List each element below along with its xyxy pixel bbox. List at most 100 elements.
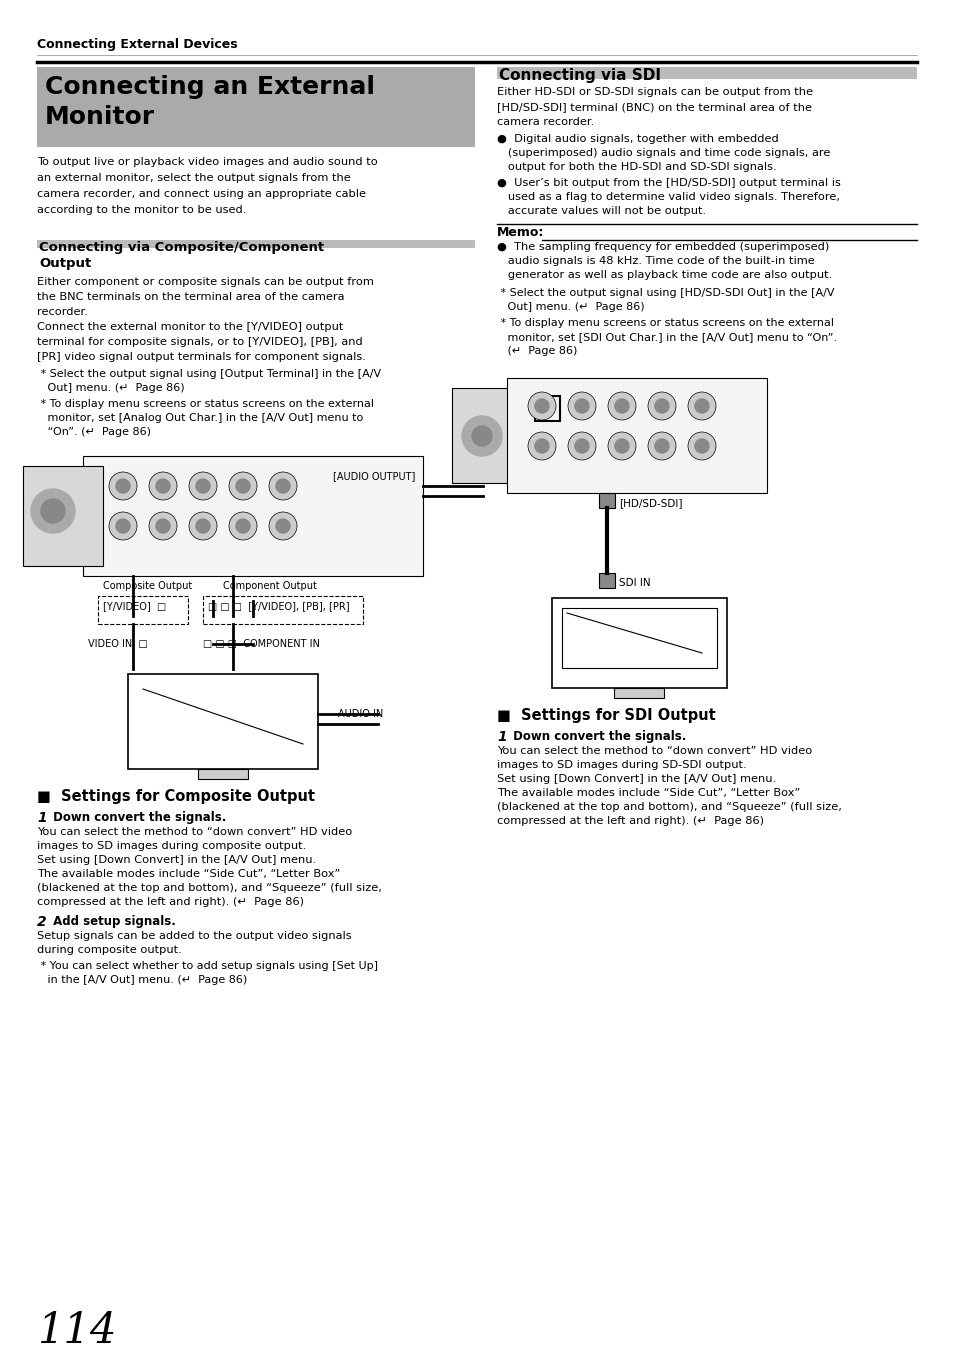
Circle shape [116, 479, 130, 493]
Circle shape [189, 512, 216, 540]
Circle shape [30, 489, 75, 533]
Bar [23, 466, 103, 566]
Text: 2: 2 [37, 915, 47, 929]
Text: Add setup signals.: Add setup signals. [49, 915, 175, 927]
Text: □ □ □  COMPONENT IN: □ □ □ COMPONENT IN [203, 639, 319, 649]
Text: the BNC terminals on the terminal area of the camera: the BNC terminals on the terminal area o… [37, 292, 344, 302]
Bar [561, 608, 717, 668]
Circle shape [615, 439, 628, 454]
Circle shape [472, 427, 492, 446]
Bar [452, 387, 526, 483]
Text: monitor, set [SDI Out Char.] in the [A/V Out] menu to “On”.: monitor, set [SDI Out Char.] in the [A/V… [497, 332, 836, 342]
Bar [535, 396, 559, 421]
Text: Component Output: Component Output [223, 580, 316, 591]
Circle shape [527, 392, 556, 420]
Circle shape [461, 416, 501, 456]
Circle shape [195, 479, 210, 493]
Circle shape [687, 392, 716, 420]
Text: in the [A/V Out] menu. (↵  Page 86): in the [A/V Out] menu. (↵ Page 86) [37, 975, 247, 985]
Bar [598, 493, 615, 508]
Text: ●  User’s bit output from the [HD/SD-SDI] output terminal is: ● User’s bit output from the [HD/SD-SDI]… [497, 178, 840, 188]
Circle shape [41, 500, 65, 522]
Circle shape [607, 432, 636, 460]
Text: images to SD images during composite output.: images to SD images during composite out… [37, 841, 306, 850]
Text: camera recorder.: camera recorder. [497, 117, 594, 127]
Circle shape [647, 432, 676, 460]
Text: * To display menu screens or status screens on the external: * To display menu screens or status scre… [37, 400, 374, 409]
Text: ■  Settings for SDI Output: ■ Settings for SDI Output [497, 707, 715, 724]
Circle shape [229, 512, 256, 540]
Circle shape [615, 400, 628, 413]
Text: Setup signals can be added to the output video signals: Setup signals can be added to the output… [37, 931, 352, 941]
Bar [506, 378, 766, 493]
Text: Connecting via SDI: Connecting via SDI [498, 68, 660, 82]
Text: Down convert the signals.: Down convert the signals. [509, 730, 685, 742]
Text: monitor, set [Analog Out Char.] in the [A/V Out] menu to: monitor, set [Analog Out Char.] in the [… [37, 413, 363, 423]
Text: The available modes include “Side Cut”, “Letter Box”: The available modes include “Side Cut”, … [37, 869, 340, 879]
Text: [Y/VIDEO]  □: [Y/VIDEO] □ [103, 601, 166, 612]
Bar [128, 674, 317, 769]
Text: [HD/SD-SDI] terminal (BNC) on the terminal area of the: [HD/SD-SDI] terminal (BNC) on the termin… [497, 103, 811, 112]
Circle shape [567, 392, 596, 420]
Circle shape [607, 392, 636, 420]
Text: audio signals is 48 kHz. Time code of the built-in time: audio signals is 48 kHz. Time code of th… [497, 256, 814, 266]
Bar [614, 688, 663, 698]
Text: generator as well as playback time code are also output.: generator as well as playback time code … [497, 270, 831, 279]
Bar [98, 595, 188, 624]
Circle shape [275, 479, 290, 493]
Text: Set using [Down Convert] in the [A/V Out] menu.: Set using [Down Convert] in the [A/V Out… [37, 855, 315, 865]
Bar [37, 68, 475, 147]
Text: compressed at the left and right). (↵  Page 86): compressed at the left and right). (↵ Pa… [37, 896, 304, 907]
Text: recorder.: recorder. [37, 306, 88, 317]
Circle shape [156, 518, 170, 533]
Text: (superimposed) audio signals and time code signals, are: (superimposed) audio signals and time co… [497, 148, 829, 158]
Text: Set using [Down Convert] in the [A/V Out] menu.: Set using [Down Convert] in the [A/V Out… [497, 774, 776, 784]
Circle shape [275, 518, 290, 533]
Text: compressed at the left and right). (↵  Page 86): compressed at the left and right). (↵ Pa… [497, 815, 763, 826]
Circle shape [269, 512, 296, 540]
Circle shape [269, 472, 296, 499]
Text: ●  The sampling frequency for embedded (superimposed): ● The sampling frequency for embedded (s… [497, 242, 828, 252]
Circle shape [149, 472, 177, 499]
Text: camera recorder, and connect using an appropriate cable: camera recorder, and connect using an ap… [37, 189, 366, 198]
Circle shape [229, 472, 256, 499]
Text: [PR] video signal output terminals for component signals.: [PR] video signal output terminals for c… [37, 352, 366, 362]
Text: Connecting via Composite/Component: Connecting via Composite/Component [39, 242, 324, 254]
Circle shape [109, 472, 137, 499]
Circle shape [109, 512, 137, 540]
Text: □ □ □  [Y/VIDEO], [PB], [PR]: □ □ □ [Y/VIDEO], [PB], [PR] [208, 601, 349, 612]
Text: 1: 1 [37, 811, 47, 825]
Text: 1: 1 [497, 730, 506, 744]
Circle shape [655, 439, 668, 454]
Text: The available modes include “Side Cut”, “Letter Box”: The available modes include “Side Cut”, … [497, 788, 800, 798]
Circle shape [116, 518, 130, 533]
Text: Either HD-SDI or SD-SDI signals can be output from the: Either HD-SDI or SD-SDI signals can be o… [497, 86, 812, 97]
Circle shape [535, 400, 548, 413]
Circle shape [535, 439, 548, 454]
Circle shape [235, 479, 250, 493]
Text: Connecting an External: Connecting an External [45, 76, 375, 99]
Bar [198, 769, 248, 779]
Text: during composite output.: during composite output. [37, 945, 182, 954]
Text: (blackened at the top and bottom), and “Squeeze” (full size,: (blackened at the top and bottom), and “… [497, 802, 841, 811]
Bar [83, 456, 422, 576]
Text: output for both the HD-SDI and SD-SDI signals.: output for both the HD-SDI and SD-SDI si… [497, 162, 776, 171]
Circle shape [575, 439, 588, 454]
Bar [598, 572, 615, 589]
Circle shape [156, 479, 170, 493]
Circle shape [149, 512, 177, 540]
Text: Connecting External Devices: Connecting External Devices [37, 38, 237, 51]
Text: Out] menu. (↵  Page 86): Out] menu. (↵ Page 86) [497, 302, 644, 312]
Text: ●  Digital audio signals, together with embedded: ● Digital audio signals, together with e… [497, 134, 778, 144]
Text: Either component or composite signals can be output from: Either component or composite signals ca… [37, 277, 374, 288]
Text: Composite Output: Composite Output [103, 580, 193, 591]
Text: Output: Output [39, 256, 91, 270]
Text: an external monitor, select the output signals from the: an external monitor, select the output s… [37, 173, 351, 184]
Text: You can select the method to “down convert” HD video: You can select the method to “down conve… [497, 747, 811, 756]
Bar [203, 595, 363, 624]
Bar [37, 240, 475, 248]
Circle shape [235, 518, 250, 533]
Circle shape [647, 392, 676, 420]
Text: images to SD images during SD-SDI output.: images to SD images during SD-SDI output… [497, 760, 746, 770]
Text: * Select the output signal using [Output Terminal] in the [A/V: * Select the output signal using [Output… [37, 369, 381, 379]
